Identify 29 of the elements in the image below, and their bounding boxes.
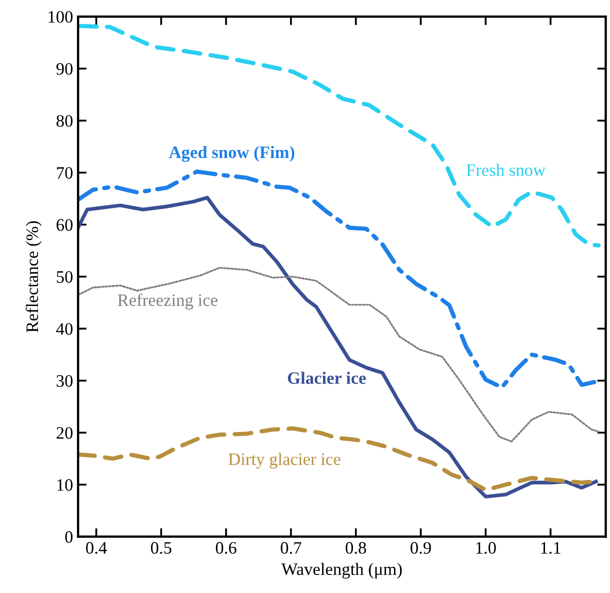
y-tick-label: 30 bbox=[56, 375, 73, 387]
y-tick-label: 0 bbox=[65, 531, 73, 543]
series-label: Glacier ice bbox=[288, 372, 366, 384]
y-tick-label: 70 bbox=[57, 167, 73, 179]
x-tick-label: 1.1 bbox=[541, 542, 560, 554]
y-tick-label: 80 bbox=[56, 115, 73, 127]
y-tick-label: 10 bbox=[57, 479, 73, 491]
line-series bbox=[78, 196, 598, 498]
series-label: Fresh snow bbox=[466, 164, 546, 176]
line-series bbox=[78, 266, 600, 442]
y-tick-label: 50 bbox=[56, 271, 73, 283]
x-tick-label: 0.7 bbox=[280, 542, 302, 554]
y-tick-label: 60 bbox=[56, 219, 73, 231]
y-axis-title: Reflectance (%) bbox=[26, 221, 42, 332]
y-tick-label: 90 bbox=[56, 63, 73, 75]
x-tick-label: 1.0 bbox=[476, 542, 496, 554]
y-tick-label: 20 bbox=[56, 427, 73, 439]
series-label: Refreezing ice bbox=[118, 294, 218, 310]
x-tick-label: 0.8 bbox=[346, 542, 366, 554]
x-tick-label: 0.5 bbox=[150, 542, 172, 554]
x-tick-label: 0.4 bbox=[86, 542, 107, 554]
x-tick-label: 0.9 bbox=[410, 542, 431, 554]
x-tick-label: 0.6 bbox=[216, 542, 236, 554]
y-tick-label: 40 bbox=[56, 323, 73, 335]
series-label: Aged snow (Fim) bbox=[168, 146, 294, 162]
line-series bbox=[78, 24, 601, 248]
x-axis-title: Wavelength (μm) bbox=[281, 562, 402, 579]
series-label: Dirty glacier ice bbox=[228, 452, 340, 469]
y-tick-label: 100 bbox=[48, 11, 73, 23]
